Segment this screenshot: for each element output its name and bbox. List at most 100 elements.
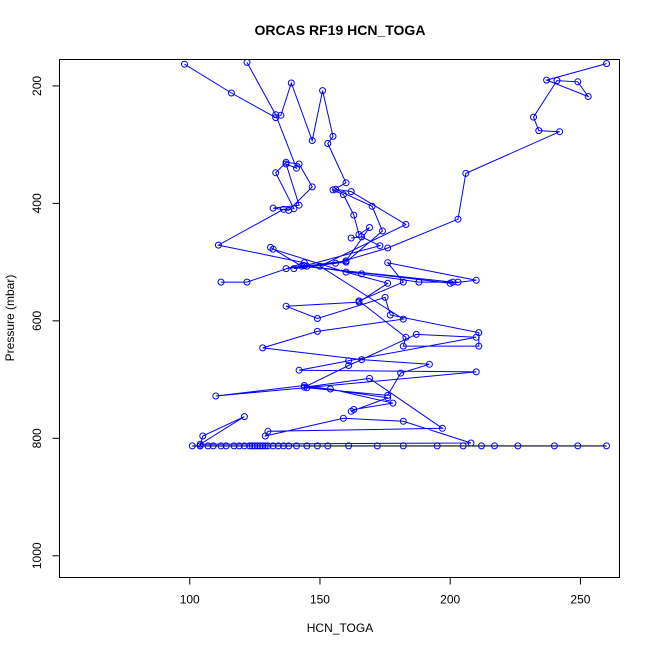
data-point <box>290 205 298 213</box>
data-point <box>272 111 280 119</box>
plot-marks <box>181 59 610 450</box>
data-point <box>240 413 248 421</box>
series-line-2 <box>216 62 313 283</box>
data-point <box>313 315 321 322</box>
data-point <box>295 160 303 168</box>
data-point <box>355 297 363 305</box>
data-point <box>342 268 350 276</box>
y-axis-label: Pressure (mbar) <box>3 275 17 362</box>
data-point <box>384 394 392 402</box>
y-tick-label: 200 <box>30 76 44 96</box>
data-point <box>574 78 582 86</box>
data-point <box>459 442 467 450</box>
data-point <box>308 183 316 191</box>
data-point <box>347 407 355 415</box>
data-point <box>402 221 410 228</box>
data-point <box>188 442 196 450</box>
data-point <box>550 442 558 450</box>
data-point <box>399 442 407 450</box>
data-point <box>454 278 462 286</box>
data-point <box>269 204 277 212</box>
data-point <box>399 278 407 286</box>
data-point <box>300 262 308 270</box>
data-point <box>368 202 376 210</box>
data-point <box>381 293 389 301</box>
data-point <box>530 113 537 121</box>
data-point <box>269 442 277 450</box>
data-point <box>350 211 358 219</box>
data-point <box>535 127 543 135</box>
data-point <box>345 362 353 369</box>
data-point <box>214 241 222 249</box>
data-point <box>332 185 340 193</box>
data-point <box>603 442 610 450</box>
data-point <box>259 442 267 450</box>
data-point <box>196 442 204 450</box>
series-line-1 <box>184 63 480 447</box>
data-point <box>342 258 350 266</box>
data-point <box>324 140 332 147</box>
series-line-3 <box>293 63 607 270</box>
data-point <box>475 342 483 350</box>
x-axis-label: HCN_TOGA <box>307 621 373 635</box>
data-point <box>384 279 392 287</box>
data-point <box>366 374 373 382</box>
data-point <box>181 60 188 68</box>
data-point <box>329 186 337 194</box>
data-point <box>217 442 225 450</box>
data-point <box>402 333 410 341</box>
data-point <box>347 188 355 196</box>
data-point <box>332 259 340 267</box>
data-point <box>287 79 295 87</box>
data-point <box>438 424 446 432</box>
data-point <box>326 385 334 393</box>
data-point <box>280 205 287 213</box>
data-point <box>412 330 420 338</box>
chart-title: ORCAS RF19 HCN_TOGA <box>255 22 426 38</box>
data-point <box>345 357 353 365</box>
data-point <box>384 391 392 399</box>
data-point <box>574 442 582 450</box>
data-point <box>264 442 272 450</box>
data-point <box>384 244 392 252</box>
y-tick-label: 600 <box>30 311 44 331</box>
data-point <box>285 442 293 450</box>
data-point <box>399 342 407 350</box>
data-point <box>300 383 308 391</box>
data-point <box>603 60 610 68</box>
y-tick-label: 800 <box>30 428 44 448</box>
data-point <box>227 89 235 97</box>
data-point <box>303 442 311 450</box>
data-point <box>282 302 290 310</box>
data-point <box>384 259 392 267</box>
y-axis: 200 400 600 800 1000 <box>30 76 60 569</box>
data-point <box>543 76 551 84</box>
data-point <box>379 227 386 235</box>
data-point <box>300 259 308 267</box>
data-point <box>358 233 366 241</box>
data-point <box>376 242 384 250</box>
data-point <box>256 442 264 450</box>
data-point <box>295 201 303 209</box>
data-point <box>243 59 251 66</box>
data-point <box>386 311 394 319</box>
data-point <box>553 77 561 85</box>
data-point <box>446 279 454 287</box>
data-point <box>313 327 321 335</box>
x-tick-label: 200 <box>440 593 460 607</box>
data-point <box>222 442 230 450</box>
data-point <box>358 356 366 364</box>
data-point <box>282 158 290 166</box>
data-point <box>199 432 207 440</box>
data-point <box>313 442 321 450</box>
data-point <box>230 442 238 450</box>
data-point <box>584 93 592 100</box>
data-point <box>246 442 254 450</box>
data-point <box>454 215 462 223</box>
data-point <box>472 368 480 376</box>
data-point <box>319 87 327 95</box>
data-point <box>478 442 485 450</box>
data-point <box>556 128 564 136</box>
data-point <box>467 439 475 447</box>
